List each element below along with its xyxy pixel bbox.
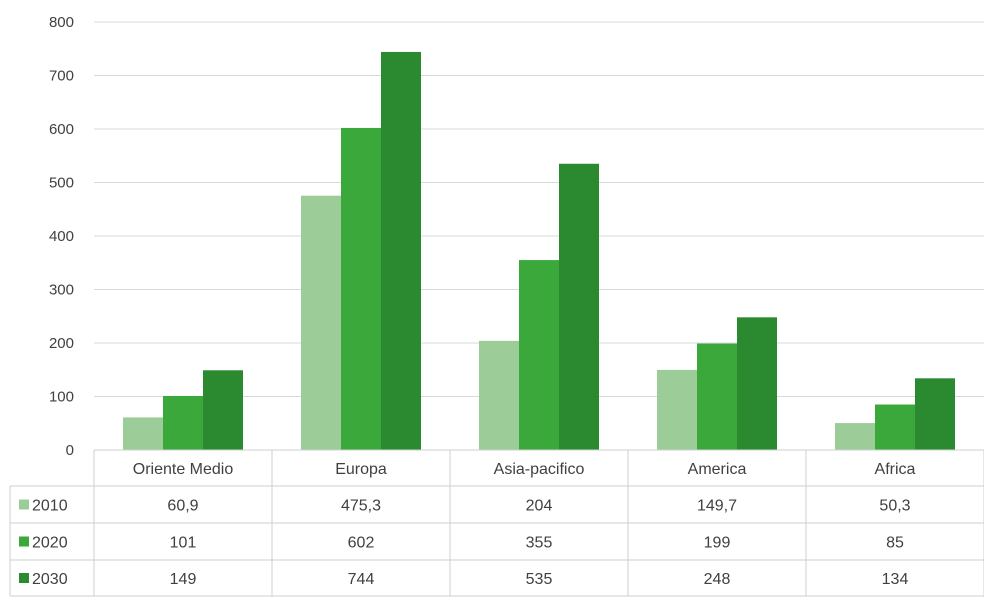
data-label: 134 (882, 571, 909, 588)
category-label: Asia-pacifico (494, 461, 585, 478)
bar-2020-1 (341, 127, 381, 451)
y-tick-label: 500 (49, 175, 74, 192)
data-label: 535 (526, 571, 553, 588)
bar-2010-1 (301, 195, 341, 450)
bar-2030-4 (915, 378, 955, 450)
legend-label: 2030 (32, 571, 68, 588)
bar-2020-4 (875, 404, 915, 450)
legend-label: 2010 (32, 498, 68, 515)
data-label: 204 (526, 498, 553, 515)
data-label: 602 (348, 535, 375, 552)
category-label: America (688, 461, 747, 478)
y-tick-label: 0 (66, 442, 74, 459)
bar-2030-0 (203, 370, 243, 450)
bar-2010-3 (657, 369, 697, 450)
bar-2010-0 (123, 417, 163, 450)
data-label: 149,7 (697, 498, 737, 515)
data-label: 475,3 (341, 498, 381, 515)
y-tick-label: 700 (49, 68, 74, 85)
bar-2020-2 (519, 260, 559, 450)
bar-2020-0 (163, 395, 203, 450)
category-label: Europa (335, 461, 387, 478)
data-label: 85 (886, 535, 904, 552)
bar-2010-2 (479, 340, 519, 450)
data-label: 60,9 (167, 498, 198, 515)
y-tick-label: 800 (49, 14, 74, 31)
category-label: Africa (875, 461, 916, 478)
y-tick-label: 400 (49, 228, 74, 245)
category-label: Oriente Medio (133, 461, 234, 478)
y-tick-label: 200 (49, 335, 74, 352)
data-label: 50,3 (879, 498, 910, 515)
y-tick-label: 300 (49, 282, 74, 299)
legend-key-2030 (19, 573, 29, 583)
data-label: 248 (704, 571, 731, 588)
bar-2030-1 (381, 51, 421, 451)
data-label: 744 (348, 571, 375, 588)
legend-key-2010 (19, 499, 29, 510)
data-label: 199 (704, 535, 731, 552)
data-label: 101 (170, 535, 197, 552)
bar-2010-4 (835, 423, 875, 450)
y-tick-label: 600 (49, 121, 74, 138)
bar-2030-2 (559, 163, 599, 450)
data-label: 149 (170, 571, 197, 588)
bar-2020-3 (697, 343, 737, 450)
legend-label: 2020 (32, 535, 68, 552)
y-tick-label: 100 (49, 389, 74, 406)
bar-2030-3 (737, 317, 777, 450)
legend-key-2020 (19, 536, 29, 547)
data-label: 355 (526, 535, 553, 552)
